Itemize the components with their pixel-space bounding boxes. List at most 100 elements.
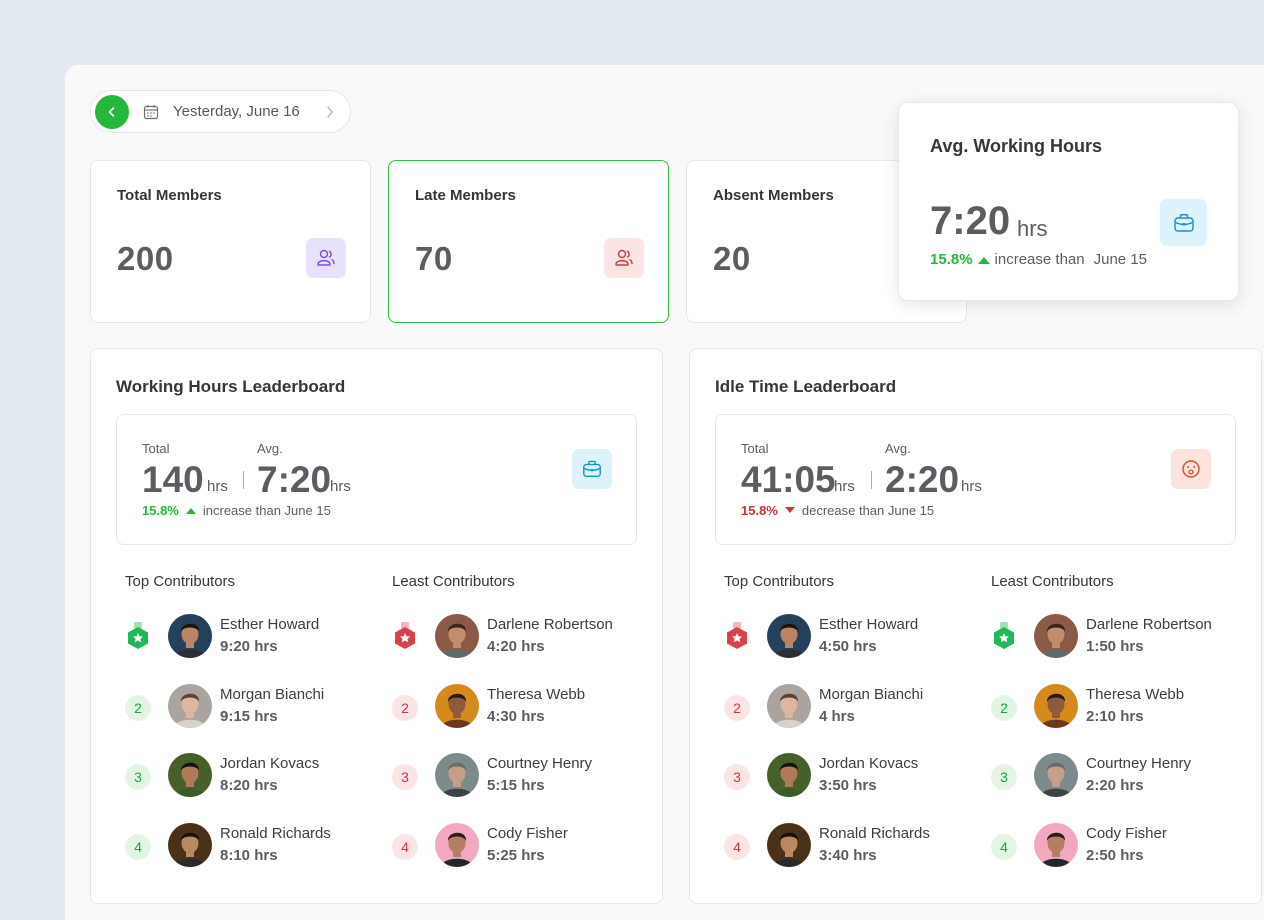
avatar: [1034, 822, 1078, 867]
contributor-name: Theresa Webb: [1086, 685, 1185, 703]
total-unit: hrs: [834, 478, 855, 495]
date-picker[interactable]: Yesterday, June 16: [90, 90, 351, 133]
avatar: [168, 822, 212, 867]
contributor-name: Esther Howard: [220, 616, 320, 633]
avatar: [767, 822, 811, 867]
avatar: [1034, 683, 1078, 728]
rank-number: 3: [724, 764, 750, 790]
contributor-hours: 5:15 hrs: [487, 777, 545, 794]
medal-icon: [125, 622, 151, 649]
rank-number: 4: [991, 833, 1017, 860]
contributor-row[interactable]: 4 Ronald Richards 3:40 hrs: [724, 822, 974, 869]
divider: [243, 471, 244, 489]
change-text: increase than June 15: [202, 503, 331, 518]
contributor-row[interactable]: 3 Courtney Henry 5:15 hrs: [392, 753, 642, 799]
medal-icon: [724, 622, 750, 649]
previous-day-button[interactable]: [95, 95, 129, 129]
rank-number: 2: [392, 694, 418, 721]
contributor-name: Morgan Bianchi: [220, 685, 325, 703]
contributor-row[interactable]: Esther Howard 9:20 hrs: [125, 614, 375, 660]
contributor-row[interactable]: 3 Jordan Kovacs 3:50 hrs: [724, 753, 974, 799]
avatar: [767, 614, 811, 658]
contributor-hours: 2:10 hrs: [1086, 707, 1144, 725]
contributor-name: Morgan Bianchi: [819, 685, 924, 703]
late-members-card[interactable]: Late Members 70: [388, 160, 669, 323]
members-icon: [306, 238, 346, 278]
rank-number: 4: [125, 833, 151, 860]
rank-number: 4: [724, 833, 750, 860]
change-percent: 15.8%: [142, 503, 179, 518]
idle-summary: Total 41:05 hrs Avg. 2:20 hrs 15.8% decr…: [715, 414, 1236, 545]
contributor-hours: 2:20 hrs: [1086, 777, 1144, 794]
rank-badge: 2: [125, 694, 151, 721]
avatar: [435, 683, 479, 728]
caret-up-icon: [977, 256, 990, 264]
least-contributors-title: Least Contributors: [392, 573, 515, 590]
contributor-row[interactable]: 4 Cody Fisher 5:25 hrs: [392, 822, 642, 869]
briefcase-icon: [1160, 199, 1207, 246]
contributor-hours: 2:50 hrs: [1086, 846, 1144, 864]
avatar: [435, 822, 479, 867]
avg-working-hours-card[interactable]: Avg. Working Hours 7:20 hrs 15.8% increa…: [898, 102, 1239, 301]
contributor-row[interactable]: 2 Theresa Webb 4:30 hrs: [392, 683, 642, 730]
total-value: 140: [142, 459, 204, 500]
total-members-value: 200: [117, 240, 174, 277]
late-members-title: Late Members: [415, 187, 516, 204]
contributor-row[interactable]: Esther Howard 4:50 hrs: [724, 614, 974, 660]
avg-change-row: 15.8% increase than June 15: [930, 251, 1147, 268]
avatar: [435, 753, 479, 797]
contributor-name: Ronald Richards: [819, 824, 930, 842]
change-text: increase than: [994, 251, 1085, 268]
top-contributors-title: Top Contributors: [125, 573, 236, 590]
contributor-row[interactable]: Darlene Robertson 4:20 hrs: [392, 614, 642, 660]
contributor-hours: 9:15 hrs: [220, 707, 278, 725]
contributor-name: Cody Fisher: [1086, 824, 1167, 842]
total-members-title: Total Members: [117, 187, 222, 204]
rank-badge: 2: [392, 694, 418, 721]
avg-working-hours-unit: hrs: [1017, 216, 1048, 241]
rank-number: 3: [991, 764, 1017, 790]
board-title: Working Hours Leaderboard: [116, 377, 346, 396]
contributor-row[interactable]: 2 Morgan Bianchi 4 hrs: [724, 683, 974, 730]
chevron-left-icon: [108, 107, 115, 117]
sad-face-icon: [1171, 449, 1211, 489]
caret-down-icon: [784, 507, 795, 513]
avatar: [435, 614, 479, 658]
contributor-hours: 3:50 hrs: [819, 777, 877, 794]
board-title: Idle Time Leaderboard: [715, 377, 897, 396]
contributor-hours: 5:25 hrs: [487, 846, 545, 864]
working-hours-leaderboard: Working Hours Leaderboard Total 140 hrs …: [90, 348, 663, 904]
rank-number: 3: [392, 764, 418, 790]
total-members-card[interactable]: Total Members 200: [90, 160, 371, 323]
working-summary: Total 140 hrs Avg. 7:20 hrs 15.8% increa…: [116, 414, 637, 545]
rank-number: 2: [724, 694, 750, 721]
avg-value: 7:20: [257, 459, 332, 500]
contributor-row[interactable]: 3 Courtney Henry 2:20 hrs: [991, 753, 1241, 799]
contributor-name: Jordan Kovacs: [220, 755, 320, 772]
rank-badge: 2: [991, 694, 1017, 721]
date-label: Yesterday, June 16: [173, 103, 300, 120]
change-row: 15.8% decrease than June 15: [741, 503, 934, 518]
avg-label: Avg.: [885, 441, 911, 456]
late-members-value: 70: [415, 240, 453, 277]
contributor-row[interactable]: 3 Jordan Kovacs 8:20 hrs: [125, 753, 375, 799]
rank-badge: 4: [125, 833, 151, 860]
total-value: 41:05: [741, 459, 836, 500]
change-percent: 15.8%: [741, 503, 778, 518]
contributor-row[interactable]: 4 Cody Fisher 2:50 hrs: [991, 822, 1241, 869]
rank-badge: 3: [724, 764, 750, 790]
contributor-row[interactable]: 4 Ronald Richards 8:10 hrs: [125, 822, 375, 869]
medal-icon: [392, 622, 418, 649]
rank-badge: 3: [991, 764, 1017, 790]
contributor-name: Jordan Kovacs: [819, 755, 919, 772]
contributor-row[interactable]: 2 Morgan Bianchi 9:15 hrs: [125, 683, 375, 730]
contributor-hours: 3:40 hrs: [819, 846, 877, 864]
avatar: [168, 753, 212, 797]
contributor-row[interactable]: 2 Theresa Webb 2:10 hrs: [991, 683, 1241, 730]
contributor-name: Cody Fisher: [487, 824, 568, 842]
contributor-row[interactable]: Darlene Robertson 1:50 hrs: [991, 614, 1241, 660]
chevron-right-icon[interactable]: [322, 103, 338, 121]
avatar: [168, 614, 212, 658]
rank-badge: 4: [991, 833, 1017, 860]
contributor-hours: 4:30 hrs: [487, 707, 545, 725]
